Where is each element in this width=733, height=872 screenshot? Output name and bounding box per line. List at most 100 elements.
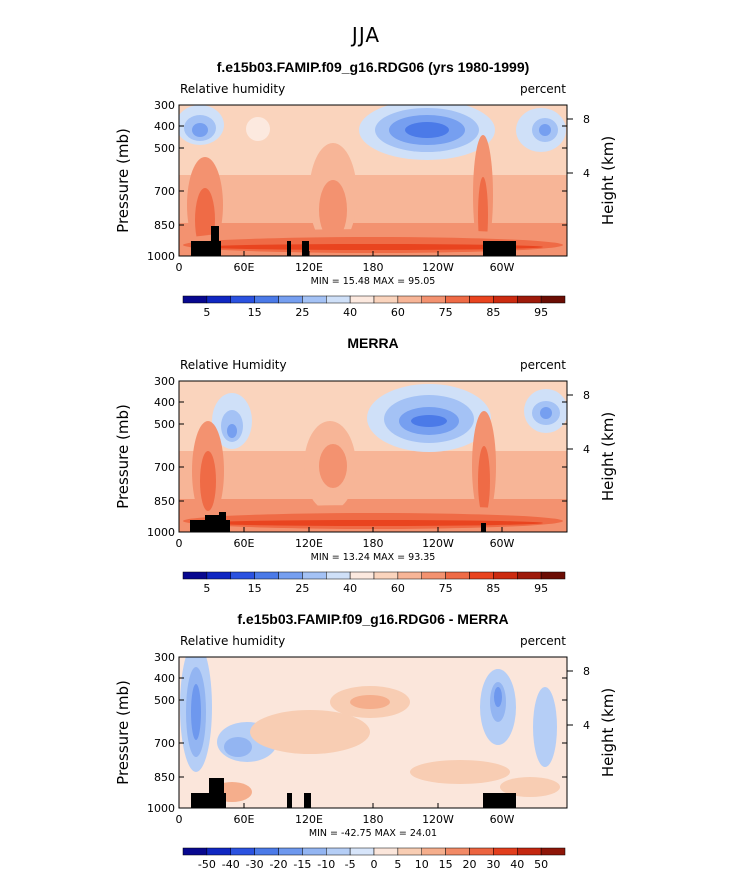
y-axis-label: Pressure (mb): [114, 680, 132, 785]
contour-blob: [319, 180, 347, 240]
colorbar-label: -15: [293, 858, 311, 871]
contour-blob: [350, 695, 390, 709]
colorbar-swatch: [302, 295, 327, 304]
units-label: percent: [520, 358, 566, 372]
panel-title: f.e15b03.FAMIP.f09_g16.RDG06 - MERRA: [237, 611, 508, 627]
colorbar-swatch: [493, 571, 518, 580]
colorbar-swatch: [540, 571, 566, 580]
y-tick-label: 700: [154, 737, 175, 750]
colorbar-swatch: [349, 847, 375, 856]
x-tick-label: 180: [363, 261, 384, 274]
y-tick-label: 850: [154, 495, 175, 508]
contour-blob: [539, 124, 551, 136]
colorbar-label: 15: [248, 582, 262, 595]
colorbar-label: 5: [203, 582, 210, 595]
colorbar-swatch: [182, 847, 208, 856]
terrain-mask: [219, 512, 226, 532]
colorbar-label: 0: [371, 858, 378, 871]
x-tick-label: 0: [176, 261, 183, 274]
contour-blob: [494, 687, 502, 707]
units-label: percent: [520, 634, 566, 648]
variable-label: Relative humidity: [180, 82, 285, 96]
colorbar-label: 15: [248, 306, 262, 319]
terrain-mask: [302, 241, 309, 256]
colorbar-label: 75: [439, 582, 453, 595]
colorbar-label: 75: [439, 306, 453, 319]
colorbar-swatch: [373, 295, 399, 304]
contour-blob: [246, 117, 270, 141]
colorbar-label: 5: [394, 858, 401, 871]
contour-blob: [411, 415, 447, 427]
colorbar-swatch: [302, 571, 327, 580]
colorbar-label: 40: [510, 858, 524, 871]
y-axis-label: Pressure (mb): [114, 404, 132, 509]
colorbar-swatch: [230, 295, 255, 304]
y-tick-label: 400: [154, 672, 175, 685]
colorbar-label: 60: [391, 306, 405, 319]
colorbar-label: 10: [415, 858, 429, 871]
y-tick-label: 700: [154, 185, 175, 198]
colorbar-swatch: [278, 847, 303, 856]
terrain-mask: [481, 523, 486, 532]
colorbar-swatch: [540, 295, 566, 304]
x-tick-label: 120W: [422, 261, 454, 274]
colorbar-swatch: [469, 847, 494, 856]
colorbar-swatch: [493, 847, 518, 856]
colorbar-label: 20: [463, 858, 477, 871]
contour-blob: [478, 446, 490, 516]
y-axis-label: Pressure (mb): [114, 128, 132, 233]
colorbar-swatch: [278, 295, 303, 304]
x-tick-label: 120W: [422, 813, 454, 826]
colorbar-swatch: [278, 571, 303, 580]
colorbar-swatch: [230, 847, 255, 856]
y-tick-label: 1000: [147, 526, 175, 539]
height-tick-label: 8: [583, 665, 590, 678]
contour-blob: [533, 687, 557, 767]
colorbar-swatch: [540, 847, 566, 856]
colorbar-swatch: [397, 295, 422, 304]
x-tick-label: 0: [176, 537, 183, 550]
colorbar-label: -30: [246, 858, 264, 871]
y-tick-label: 500: [154, 694, 175, 707]
colorbar-label: -10: [317, 858, 335, 871]
x-tick-label: 60E: [234, 537, 255, 550]
contour-field: [179, 657, 567, 808]
y-axis-label-right: Height (km): [599, 136, 617, 225]
contour-blob: [250, 710, 370, 754]
colorbar-swatch: [373, 571, 399, 580]
colorbar-swatch: [469, 295, 494, 304]
colorbar-label: -5: [345, 858, 356, 871]
x-tick-label: 60E: [234, 261, 255, 274]
y-tick-label: 300: [154, 651, 175, 664]
colorbar-swatch: [206, 847, 231, 856]
contour-blob: [227, 424, 237, 438]
x-tick-label: 60W: [490, 537, 515, 550]
terrain-mask: [287, 241, 291, 256]
colorbar: 5 15 25 40 60 75 85 95: [182, 295, 566, 319]
contour-field: [179, 105, 567, 256]
height-tick-label: 4: [583, 719, 590, 732]
terrain-mask: [287, 793, 292, 808]
x-tick-label: 180: [363, 537, 384, 550]
colorbar-swatch: [517, 571, 542, 580]
colorbar-swatch: [421, 295, 446, 304]
panel-3: f.e15b03.FAMIP.f09_g16.RDG06 - MERRA Rela…: [114, 611, 617, 871]
colorbar-swatch: [206, 571, 231, 580]
colorbar-label: 60: [391, 582, 405, 595]
colorbar-swatch: [326, 847, 351, 856]
colorbar-label: 95: [534, 582, 548, 595]
colorbar-label: 25: [295, 582, 309, 595]
colorbar-swatch: [254, 295, 279, 304]
contour-blob: [200, 451, 216, 511]
contour-blob: [500, 777, 560, 797]
colorbar-swatch: [182, 295, 208, 304]
colorbar-swatch: [254, 571, 279, 580]
y-tick-label: 850: [154, 771, 175, 784]
colorbar-swatch: [326, 295, 351, 304]
variable-label: Relative Humidity: [180, 358, 287, 372]
colorbar-label: 30: [486, 858, 500, 871]
page-title: JJA: [350, 23, 380, 47]
colorbar-label: -40: [222, 858, 240, 871]
panel-1: f.e15b03.FAMIP.f09_g16.RDG06 (yrs 1980-1…: [114, 59, 617, 319]
